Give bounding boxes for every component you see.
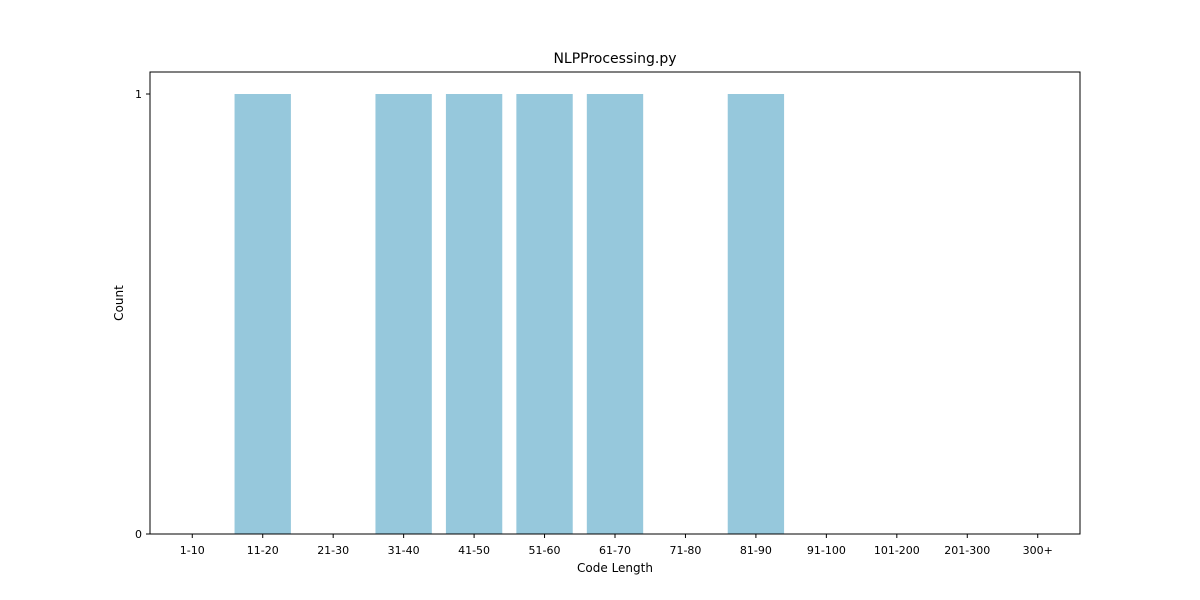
x-tick-label: 51-60 <box>529 544 561 557</box>
bar-51-60 <box>516 94 573 534</box>
bar-81-90 <box>727 94 785 534</box>
x-tick-label: 91-100 <box>807 544 846 557</box>
x-axis-label: Code Length <box>577 561 653 575</box>
x-tick-label: 201-300 <box>944 544 990 557</box>
y-tick-label: 1 <box>135 88 142 101</box>
y-ticks-group: 01 <box>135 88 150 541</box>
x-tick-label: 61-70 <box>599 544 631 557</box>
x-tick-label: 71-80 <box>669 544 701 557</box>
x-tick-label: 41-50 <box>458 544 490 557</box>
bar-11-20 <box>234 94 291 534</box>
x-tick-label: 11-20 <box>247 544 279 557</box>
y-tick-label: 0 <box>135 528 142 541</box>
x-tick-label: 101-200 <box>874 544 920 557</box>
bar-31-40 <box>375 94 432 534</box>
chart-title: NLPProcessing.py <box>553 51 676 67</box>
x-ticks-group: 1-10 11-20 21-30 31-40 41-50 51-60 61-70 71-80 8… <box>180 534 1053 557</box>
x-tick-label: 1-10 <box>180 544 205 557</box>
bar-61-70 <box>586 94 644 534</box>
x-tick-label: 81-90 <box>740 544 772 557</box>
x-tick-label: 21-30 <box>317 544 349 557</box>
bar-41-50 <box>445 94 503 534</box>
x-tick-label: 31-40 <box>388 544 420 557</box>
plot-frame <box>149 71 1081 535</box>
y-axis-label: Count <box>112 285 126 321</box>
x-tick-label: 300+ <box>1023 544 1053 557</box>
bars-group <box>234 94 785 534</box>
